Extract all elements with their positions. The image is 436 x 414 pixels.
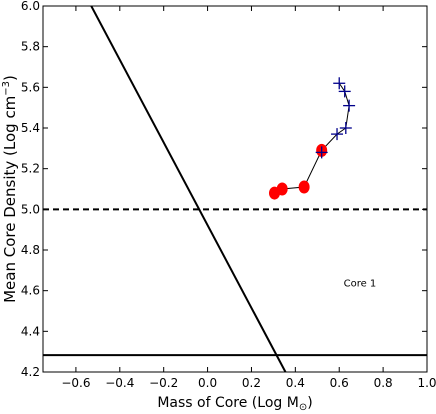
- x-axis-label: Mass of Core (Log M⊙): [157, 395, 312, 413]
- y-tick-label: 5.4: [21, 121, 40, 135]
- track-line: [274, 82, 350, 194]
- data-connector: [274, 82, 350, 194]
- annotation-core-1: Core 1: [344, 279, 377, 290]
- y-tick-label: 6.0: [21, 0, 40, 13]
- plot-frame: [42, 5, 428, 373]
- x-axis-label-close: ): [307, 395, 312, 411]
- ticks: −0.6 −0.4 −0.2 0.0 0.2 0.4 0.6 0.8 1.0 4.2 4.4 4.6 4…: [21, 0, 436, 390]
- x-tick-label: −0.2: [149, 376, 178, 390]
- axes: [42, 5, 428, 373]
- y-tick-label: 4.8: [21, 243, 40, 257]
- data-points: [269, 77, 356, 200]
- x-axis-label-sub: ⊙: [299, 402, 307, 413]
- y-tick-label: 5.0: [21, 202, 40, 216]
- y-axis-label: Mean Core Density (Log cm−3): [1, 75, 19, 303]
- plus-point-5: [333, 77, 346, 90]
- x-tick-label: 0.4: [286, 376, 305, 390]
- x-tick-label: 0.2: [242, 376, 261, 390]
- x-tick-label: 0.8: [374, 376, 393, 390]
- y-tick-label: 4.4: [21, 324, 40, 338]
- y-tick-label: 4.6: [21, 284, 40, 298]
- plus-point-2: [339, 122, 352, 134]
- x-tick-label: 0.0: [198, 376, 217, 390]
- plus-point-4: [338, 85, 351, 98]
- x-tick-label: 1.0: [417, 376, 436, 390]
- y-tick-label: 5.6: [21, 80, 40, 94]
- x-axis-label-main: Mass of Core (Log M: [157, 395, 299, 411]
- plus-point-0: [315, 146, 328, 159]
- y-axis-label-main: Mean Core Density (Log cm: [1, 96, 19, 303]
- circle-point-2: [298, 180, 310, 194]
- plus-point-1: [331, 128, 344, 141]
- y-axis-label-close: ): [1, 75, 19, 81]
- x-tick-label: 0.6: [330, 376, 349, 390]
- x-tick-label: −0.4: [105, 376, 134, 390]
- reference-lines: [43, 6, 427, 372]
- x-tick-label: −0.6: [61, 376, 90, 390]
- reference-line-solid-2: [90, 6, 287, 372]
- plus-point-3: [343, 99, 356, 112]
- circle-point-1: [276, 182, 288, 196]
- y-tick-label: 4.2: [21, 365, 40, 379]
- y-tick-label: 5.8: [21, 40, 40, 54]
- y-axis-label-sup: −3: [1, 81, 12, 96]
- y-tick-label: 5.2: [21, 162, 40, 176]
